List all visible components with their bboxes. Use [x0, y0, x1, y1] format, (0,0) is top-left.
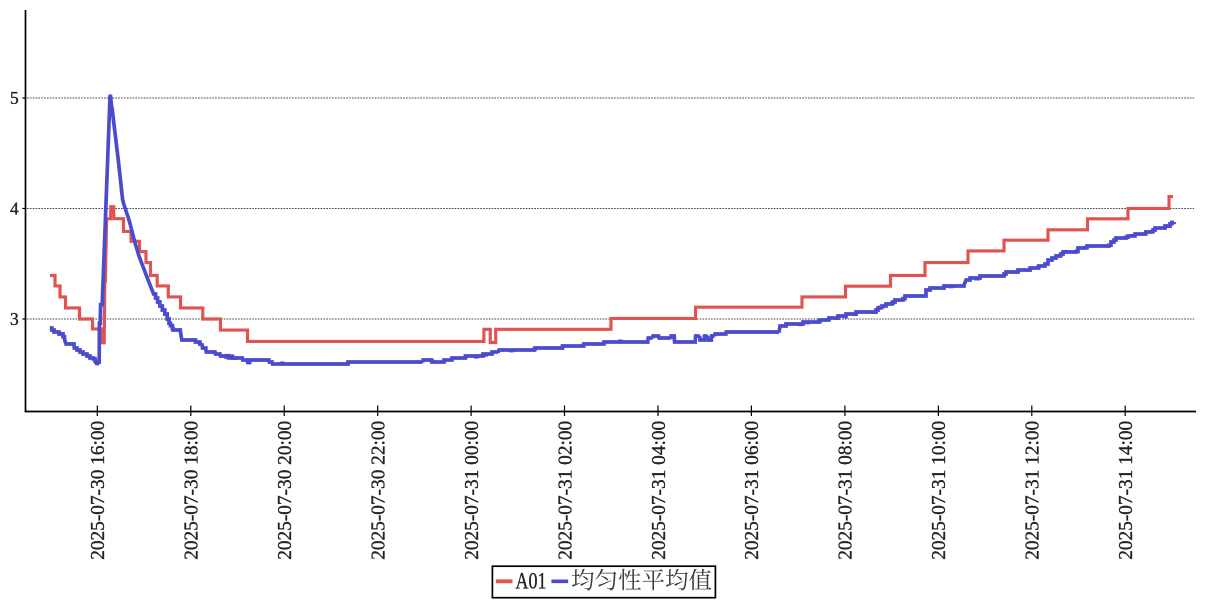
svg-text:2025-07-30 18:00: 2025-07-30 18:00 [182, 421, 203, 560]
svg-text:A01: A01 [516, 569, 547, 594]
svg-text:2025-07-30 16:00: 2025-07-30 16:00 [88, 421, 109, 560]
svg-text:2025-07-31 14:00: 2025-07-31 14:00 [1116, 421, 1137, 560]
svg-text:4: 4 [10, 198, 19, 218]
svg-text:2025-07-31 02:00: 2025-07-31 02:00 [555, 421, 576, 560]
svg-text:2025-07-30 22:00: 2025-07-30 22:00 [369, 421, 390, 560]
svg-text:2025-07-31 12:00: 2025-07-31 12:00 [1023, 421, 1044, 560]
svg-text:2025-07-31 04:00: 2025-07-31 04:00 [649, 421, 670, 560]
svg-text:5: 5 [10, 88, 19, 108]
svg-text:2025-07-31 10:00: 2025-07-31 10:00 [929, 421, 950, 560]
svg-text:2025-07-31 00:00: 2025-07-31 00:00 [462, 421, 483, 560]
svg-text:3: 3 [10, 309, 19, 329]
svg-text:2025-07-31 06:00: 2025-07-31 06:00 [742, 421, 763, 560]
svg-text:2025-07-30 20:00: 2025-07-30 20:00 [275, 421, 296, 560]
svg-text:2025-07-31 08:00: 2025-07-31 08:00 [836, 421, 857, 560]
